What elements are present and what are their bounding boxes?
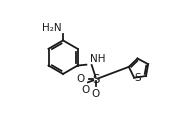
Text: O: O xyxy=(77,74,85,84)
Text: O: O xyxy=(82,85,90,95)
Text: S: S xyxy=(134,73,141,83)
Text: O: O xyxy=(91,88,100,98)
Text: H₂N: H₂N xyxy=(42,23,62,33)
Text: NH: NH xyxy=(90,54,106,64)
Text: S: S xyxy=(92,73,99,86)
